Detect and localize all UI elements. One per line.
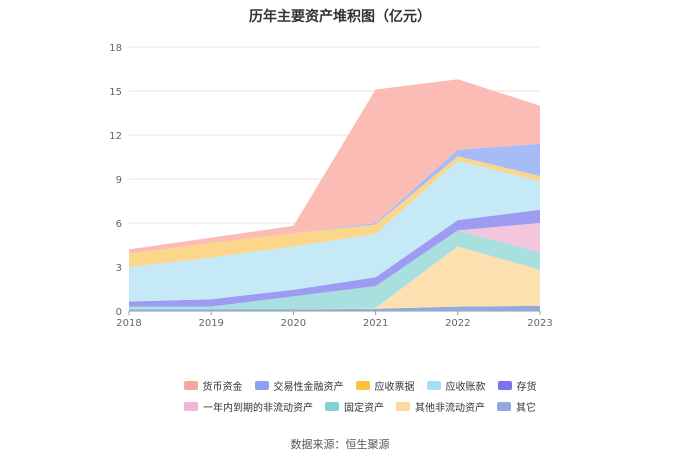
legend-item[interactable]: 其他非流动资产 [396,399,485,414]
legend-swatch [355,381,370,390]
x-tick-label: 2020 [281,318,306,329]
legend-item[interactable]: 应收账款 [426,378,486,393]
y-tick-label: 12 [109,131,122,142]
legend-item[interactable]: 其它 [497,399,536,414]
legend-item[interactable]: 交易性金融资产 [254,378,344,393]
stacked-area-chart: 0 3 6 9 12 15 18 2018 2019 2020 2021 2022 2023 [109,43,552,329]
legend-label: 存货 [516,382,537,393]
x-tick-label: 2018 [116,318,141,329]
legend-item[interactable]: 固定资产 [325,399,384,414]
legend-swatch [497,381,512,390]
legend-label: 应收票据 [374,382,415,393]
y-tick-label: 6 [116,219,122,230]
legend-swatch [254,381,269,390]
area-series-存货 [129,209,540,307]
area-series-其它 [129,305,540,311]
legend-label: 货币资金 [202,382,243,393]
data-source-note: 数据来源：恒生聚源 [290,438,390,451]
area-series-货币资金 [129,79,540,254]
x-tick-label: 2019 [198,318,223,329]
y-tick-label: 18 [109,43,122,54]
legend-label: 交易性金融资产 [273,382,344,393]
legend-label: 其它 [516,403,536,414]
legend-label: 固定资产 [344,403,384,414]
area-series-交易性金融资产 [129,143,540,254]
y-tick-label: 0 [116,307,122,318]
legend-swatch [183,381,198,390]
legend-item[interactable]: 一年内到期的非流动资产 [184,399,313,414]
legend-swatch [325,402,339,411]
legend-item[interactable]: 存货 [497,378,537,393]
chart-title: 历年主要资产堆积图（亿元） [249,9,431,25]
x-tick-label: 2023 [527,318,552,329]
x-tick-label: 2022 [445,318,470,329]
legend-row-1: 货币资金 交易性金融资产 应收票据 应收账款 存货 [150,378,570,393]
legend-row-2: 一年内到期的非流动资产 固定资产 其他非流动资产 其它 [150,399,570,414]
legend-item[interactable]: 应收票据 [355,378,415,393]
legend-label: 应收账款 [445,382,486,393]
legend-swatch [396,402,410,411]
y-tick-label: 3 [116,263,122,274]
area-series-应收票据 [129,156,540,267]
legend-swatch [426,381,441,390]
y-tick-label: 9 [116,175,122,186]
legend-label: 一年内到期的非流动资产 [203,403,313,414]
area-series-固定资产 [129,230,540,310]
legend-swatch [184,402,198,411]
area-series-一年内到期的非流动资产 [129,223,540,307]
x-tick-label: 2021 [363,318,388,329]
legend: 货币资金 交易性金融资产 应收票据 应收账款 存货 一年内到期的非流动资产 固定资产 其他非… [150,378,570,420]
y-tick-label: 15 [109,87,122,98]
legend-label: 其他非流动资产 [415,403,485,414]
area-series-应收账款 [129,160,540,302]
legend-item[interactable]: 货币资金 [183,378,243,393]
area-series-其他非流动资产 [129,246,540,310]
legend-swatch [497,402,511,411]
